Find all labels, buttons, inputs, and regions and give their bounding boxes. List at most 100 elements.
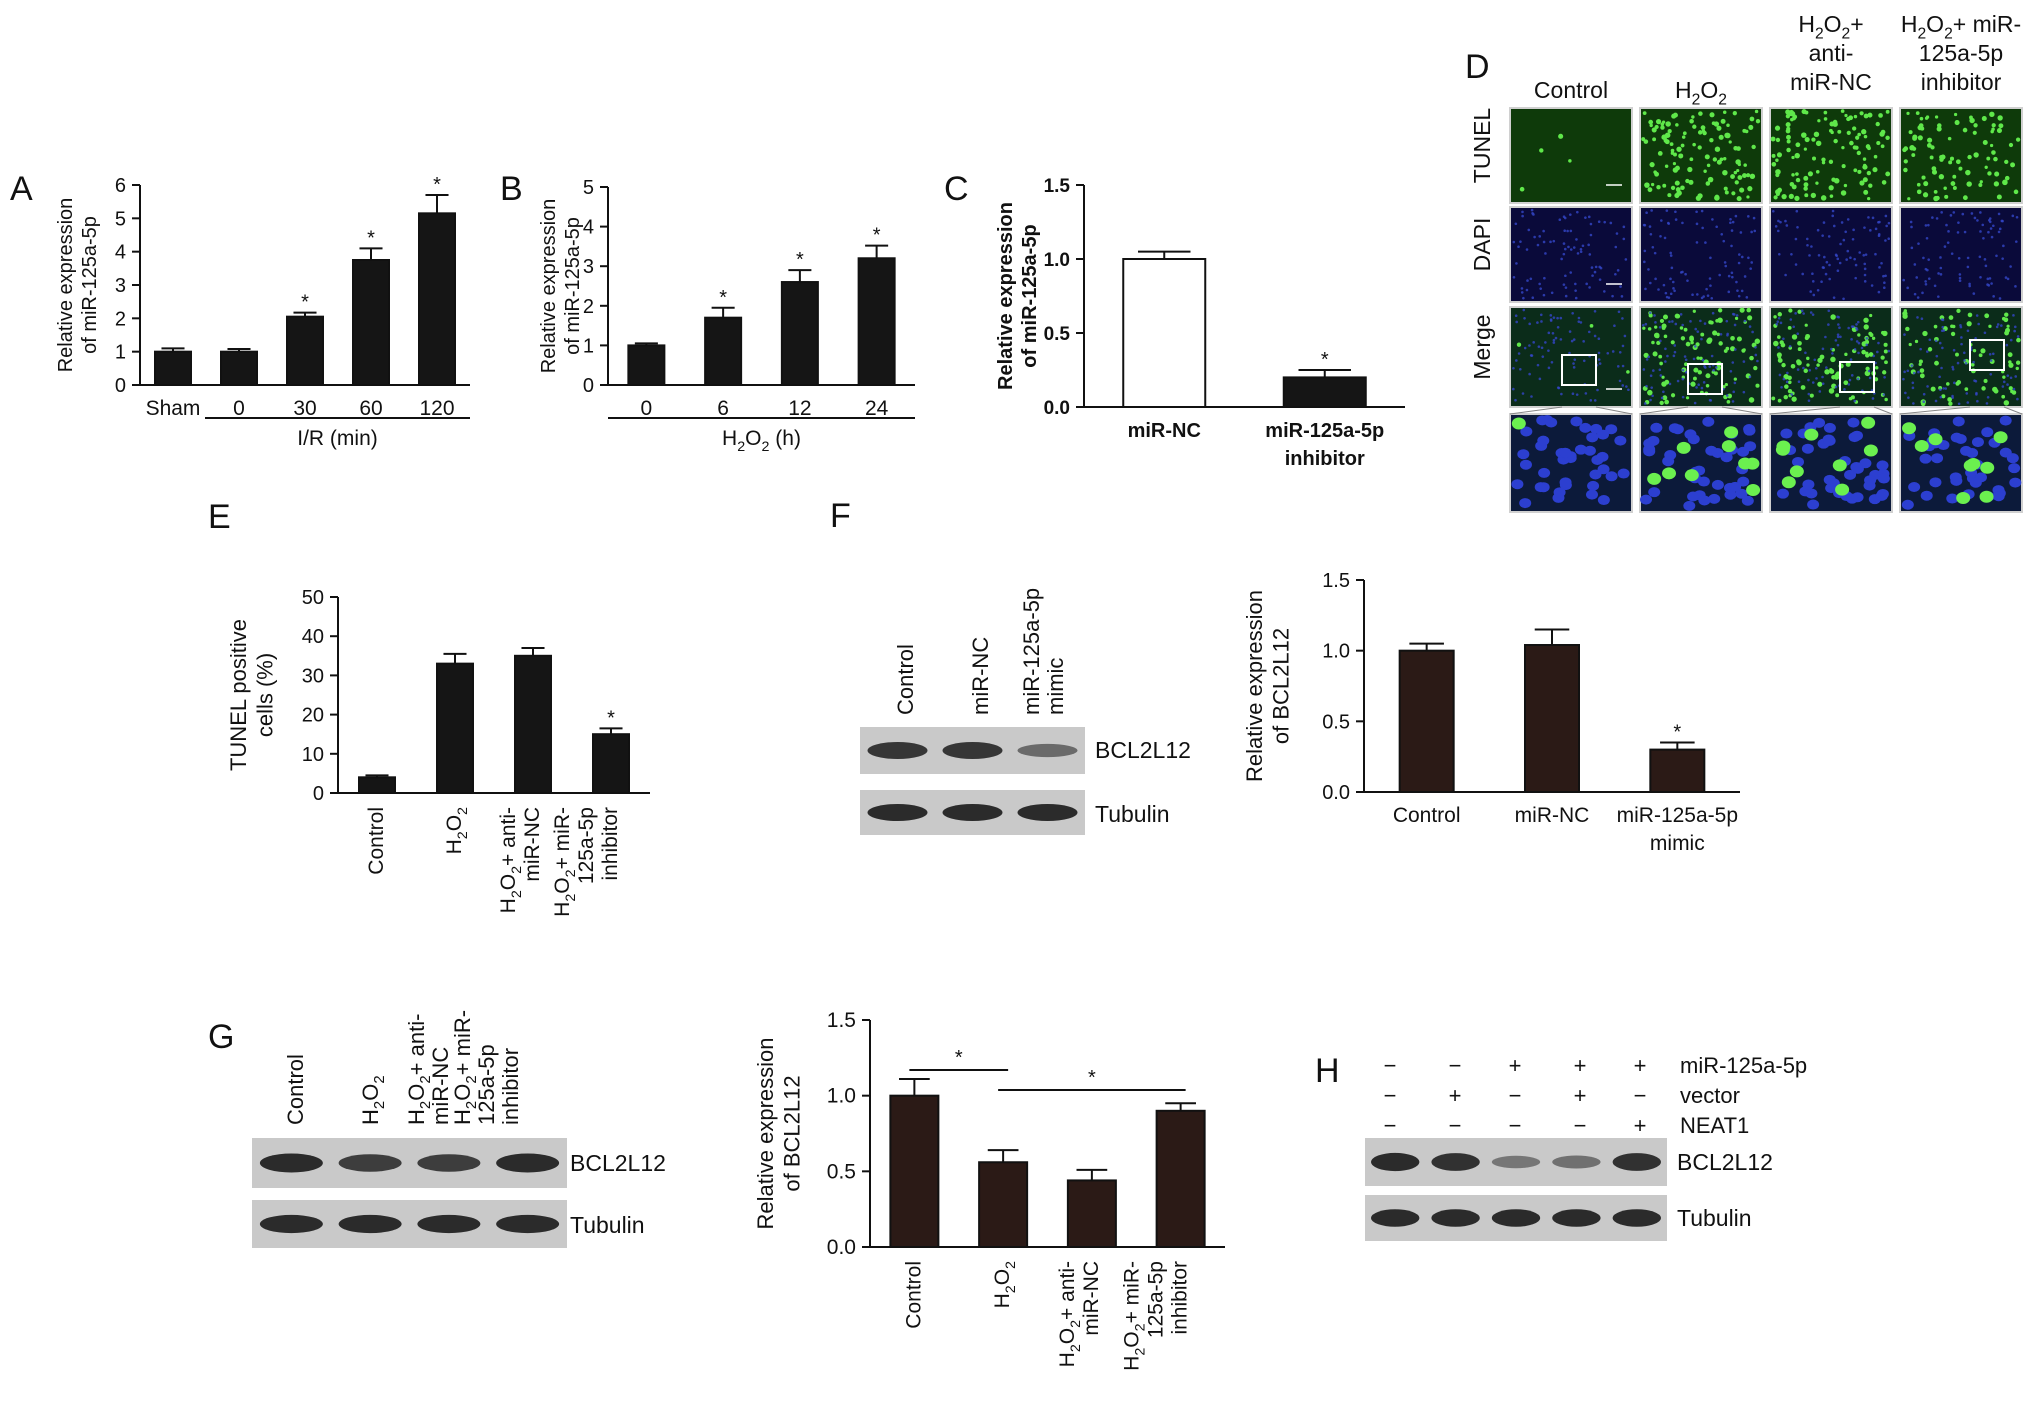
dapi-nucleus [1520, 287, 1524, 290]
tunel-positive-nucleus [1991, 127, 1995, 132]
tunel-positive-nucleus [1659, 361, 1663, 366]
y-axis-label: of miR-125a-5p [1019, 224, 1041, 367]
dapi-nucleus [1902, 377, 1905, 381]
blot-h-sign: − [1384, 1053, 1397, 1078]
zoomed-tunel-nucleus [1861, 416, 1876, 429]
dapi-nucleus [1880, 261, 1883, 265]
dapi-nucleus [1643, 249, 1647, 253]
dapi-nucleus [1915, 276, 1919, 279]
dapi-nucleus [1696, 293, 1699, 296]
dapi-nucleus [1550, 291, 1554, 295]
dapi-nucleus [1691, 293, 1694, 297]
tunel-positive-nucleus [1703, 169, 1707, 173]
dapi-nucleus [1844, 230, 1847, 234]
dapi-nucleus [1664, 347, 1667, 351]
tunel-positive-nucleus [1558, 133, 1564, 139]
dapi-nucleus [1822, 221, 1826, 224]
zoomed-tunel-nucleus [1804, 428, 1819, 441]
dapi-nucleus [1674, 218, 1678, 221]
tunel-positive-nucleus [1773, 340, 1779, 347]
tunel-positive-nucleus [1837, 129, 1842, 134]
dapi-nucleus [2001, 385, 2005, 388]
bar [352, 259, 390, 386]
dapi-nucleus [1988, 220, 1992, 224]
dapi-nucleus [1785, 224, 1789, 227]
dapi-nucleus [1956, 231, 1960, 234]
significance-mark: * [1673, 722, 1681, 744]
zoomed-nucleus [1583, 445, 1596, 456]
dapi-nucleus [1538, 377, 1542, 381]
tunel-positive-nucleus [1820, 195, 1827, 201]
tunel-positive-nucleus [1810, 192, 1817, 199]
micrograph-tile [1899, 306, 2023, 408]
blot-g-lane-label: inhibitor [498, 1048, 523, 1125]
dapi-nucleus [1998, 297, 2002, 300]
dapi-nucleus [1594, 265, 1598, 269]
dapi-nucleus [1933, 284, 1937, 288]
dapi-nucleus [1802, 312, 1805, 315]
dapi-nucleus [1538, 282, 1541, 286]
tunel-positive-nucleus [1951, 324, 1956, 329]
tunel-positive-nucleus [1675, 165, 1680, 171]
tunel-positive-nucleus [1840, 190, 1847, 196]
zoomed-nucleus [1534, 482, 1547, 493]
tunel-positive-nucleus [1829, 121, 1835, 127]
tunel-positive-nucleus [1690, 381, 1696, 387]
dapi-nucleus [1849, 256, 1852, 260]
dapi-nucleus [1751, 330, 1754, 334]
tunel-positive-nucleus [1714, 194, 1720, 200]
dapi-nucleus [1526, 279, 1529, 282]
dapi-nucleus [1625, 385, 1628, 388]
x-tick-label: H2O2​+ anti- [497, 807, 525, 913]
dapi-nucleus [1564, 294, 1568, 298]
dapi-nucleus [1927, 223, 1930, 227]
dapi-nucleus [1872, 354, 1876, 358]
tunel-positive-nucleus [1823, 110, 1828, 115]
dapi-nucleus [1951, 365, 1954, 369]
tunel-positive-nucleus [1791, 173, 1795, 177]
zoomed-nucleus [1946, 493, 1959, 504]
zoomed-nucleus [1920, 490, 1933, 501]
tunel-positive-nucleus [1792, 114, 1798, 120]
dapi-nucleus [1705, 287, 1708, 291]
dapi-nucleus [1910, 364, 1914, 367]
dapi-nucleus [1835, 254, 1838, 258]
tunel-positive-nucleus [1795, 172, 1799, 176]
y-axis-label-group: Relative expression of BCL2L12 [1242, 590, 1293, 782]
dapi-nucleus [1731, 275, 1734, 279]
zoom-region-box [1839, 361, 1875, 393]
dapi-nucleus [1589, 233, 1593, 237]
dapi-nucleus [1579, 250, 1583, 254]
dapi-nucleus [1982, 236, 1985, 240]
tunel-positive-nucleus [2003, 317, 2009, 323]
tunel-positive-nucleus [1663, 138, 1668, 143]
tunel-positive-nucleus [1672, 161, 1677, 166]
dapi-nucleus [1827, 323, 1830, 326]
tunel-positive-nucleus [1647, 187, 1653, 193]
y-tick-label: 1.0 [1322, 641, 1350, 663]
dapi-nucleus [1868, 376, 1872, 380]
tunel-positive-nucleus [1790, 363, 1796, 369]
dapi-nucleus [1794, 237, 1798, 241]
dapi-nucleus [1919, 347, 1922, 351]
dapi-nucleus [2000, 324, 2003, 327]
zoomed-nucleus [1992, 491, 2005, 502]
tunel-positive-nucleus [1672, 152, 1677, 157]
tunel-positive-nucleus [1716, 332, 1720, 337]
tunel-positive-nucleus [1948, 315, 1954, 320]
tunel-positive-nucleus [1667, 129, 1672, 134]
tunel-positive-nucleus [1852, 126, 1857, 131]
dapi-nucleus [2012, 387, 2016, 391]
tunel-positive-nucleus [1649, 162, 1655, 168]
dapi-nucleus [1569, 213, 1572, 216]
tunel-positive-nucleus [1905, 326, 1910, 332]
dapi-nucleus [1924, 224, 1928, 227]
zoomed-nucleus [1511, 479, 1524, 490]
dapi-nucleus [1966, 401, 1970, 404]
zoomed-nucleus [1647, 435, 1660, 446]
tunel-positive-nucleus [1916, 182, 1921, 187]
dapi-nucleus [1733, 323, 1737, 327]
zoomed-nucleus [1643, 446, 1656, 457]
